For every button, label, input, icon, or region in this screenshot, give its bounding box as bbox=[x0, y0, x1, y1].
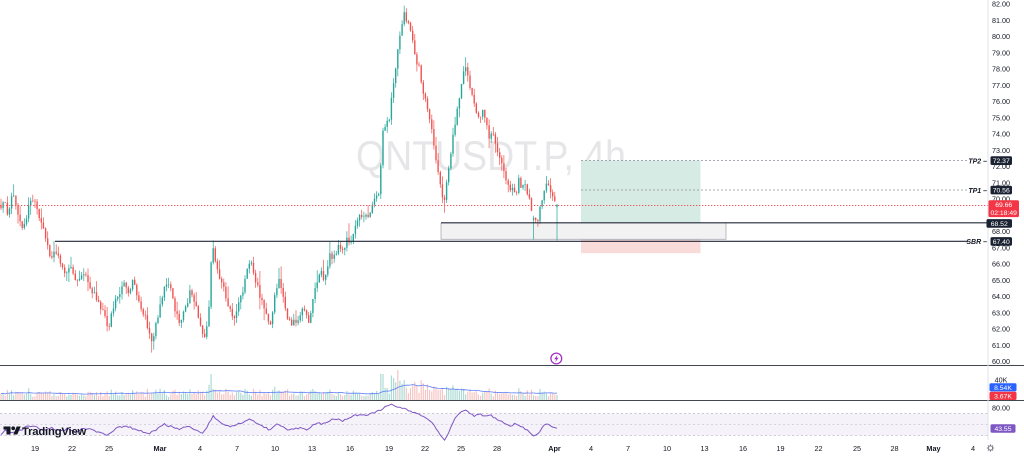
svg-text:72.37: 72.37 bbox=[993, 158, 1010, 165]
svg-text:69.66: 69.66 bbox=[995, 202, 1012, 209]
svg-text:22: 22 bbox=[421, 444, 429, 453]
svg-text:82.00: 82.00 bbox=[992, 0, 1010, 9]
svg-text:02:18:49: 02:18:49 bbox=[990, 210, 1017, 217]
svg-text:TradingView: TradingView bbox=[22, 426, 87, 438]
svg-text:16: 16 bbox=[739, 444, 747, 453]
svg-text:7: 7 bbox=[626, 444, 630, 453]
svg-text:May: May bbox=[926, 444, 941, 453]
svg-text:66.00: 66.00 bbox=[992, 260, 1010, 269]
svg-text:67.00: 67.00 bbox=[992, 243, 1010, 252]
svg-text:25: 25 bbox=[105, 444, 113, 453]
svg-text:80.00: 80.00 bbox=[992, 403, 1010, 412]
svg-text:16: 16 bbox=[346, 444, 354, 453]
svg-text:4: 4 bbox=[589, 444, 593, 453]
svg-text:19: 19 bbox=[385, 444, 393, 453]
svg-text:62.00: 62.00 bbox=[992, 325, 1010, 334]
svg-text:67.40: 67.40 bbox=[993, 239, 1010, 246]
svg-text:72.00: 72.00 bbox=[992, 162, 1010, 171]
svg-text:65.00: 65.00 bbox=[992, 276, 1010, 285]
svg-text:7: 7 bbox=[235, 444, 239, 453]
svg-text:60.00: 60.00 bbox=[992, 357, 1010, 366]
svg-text:TP2 –: TP2 – bbox=[968, 158, 987, 165]
svg-text:Mar: Mar bbox=[154, 444, 167, 453]
svg-text:80.00: 80.00 bbox=[992, 32, 1010, 41]
svg-text:19: 19 bbox=[776, 444, 784, 453]
svg-text:68.00: 68.00 bbox=[992, 227, 1010, 236]
svg-text:61.00: 61.00 bbox=[992, 341, 1010, 350]
svg-text:13: 13 bbox=[308, 444, 316, 453]
svg-text:40K: 40K bbox=[995, 375, 1008, 384]
svg-text:SBR –: SBR – bbox=[966, 239, 987, 246]
svg-text:74.00: 74.00 bbox=[992, 130, 1010, 139]
svg-text:3.67K: 3.67K bbox=[994, 394, 1012, 401]
svg-text:68.52: 68.52 bbox=[991, 221, 1008, 228]
svg-text:70.56: 70.56 bbox=[993, 188, 1010, 195]
svg-text:70.00: 70.00 bbox=[992, 195, 1010, 204]
svg-text:4: 4 bbox=[198, 444, 202, 453]
svg-text:10: 10 bbox=[271, 444, 279, 453]
svg-text:81.00: 81.00 bbox=[992, 16, 1010, 25]
svg-text:19: 19 bbox=[31, 444, 39, 453]
svg-text:78.00: 78.00 bbox=[992, 65, 1010, 74]
svg-text:10: 10 bbox=[663, 444, 671, 453]
svg-text:TP1 –: TP1 – bbox=[968, 188, 987, 195]
svg-text:77.00: 77.00 bbox=[992, 81, 1010, 90]
svg-text:71.00: 71.00 bbox=[992, 178, 1010, 187]
svg-text:22: 22 bbox=[68, 444, 76, 453]
svg-text:22: 22 bbox=[814, 444, 822, 453]
svg-text:79.00: 79.00 bbox=[992, 48, 1010, 57]
svg-text:4: 4 bbox=[971, 444, 975, 453]
svg-text:25: 25 bbox=[457, 444, 465, 453]
svg-text:63.00: 63.00 bbox=[992, 308, 1010, 317]
svg-text:28: 28 bbox=[890, 444, 898, 453]
svg-text:Apr: Apr bbox=[548, 444, 561, 453]
svg-text:28: 28 bbox=[493, 444, 501, 453]
svg-text:13: 13 bbox=[700, 444, 708, 453]
svg-text:76.00: 76.00 bbox=[992, 97, 1010, 106]
svg-text:64.00: 64.00 bbox=[992, 292, 1010, 301]
svg-text:25: 25 bbox=[853, 444, 861, 453]
svg-text:8.54K: 8.54K bbox=[994, 385, 1012, 392]
svg-text:75.00: 75.00 bbox=[992, 113, 1010, 122]
svg-text:43.55: 43.55 bbox=[994, 426, 1011, 433]
svg-text:73.00: 73.00 bbox=[992, 146, 1010, 155]
